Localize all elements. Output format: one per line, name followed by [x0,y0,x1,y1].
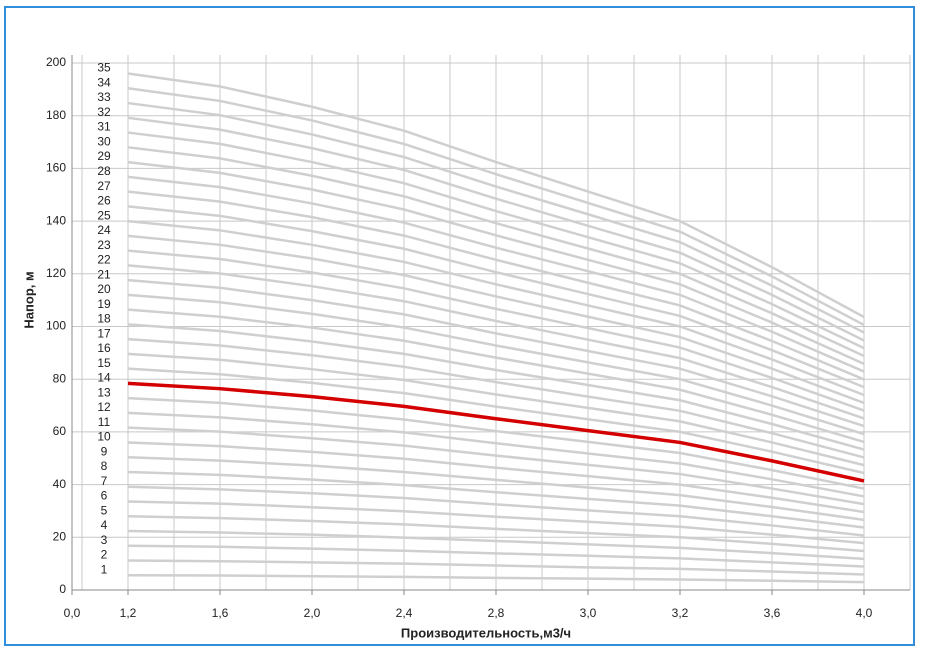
series-label: 29 [97,149,111,163]
series-label: 10 [97,430,111,444]
series-label: 23 [97,238,111,252]
y-tick-label: 40 [53,477,67,491]
series-line [127,249,865,412]
series-label: 2 [101,548,108,562]
series-label: 25 [97,208,111,222]
x-axis-title: Производительность,м3/ч [401,625,571,640]
series-label: 17 [97,326,111,340]
series-label: 35 [97,61,111,75]
series-label: 34 [97,75,111,89]
series-label: 1 [101,562,108,576]
y-tick-label: 200 [46,55,66,69]
x-tick-label: 4,0 [856,606,873,620]
y-tick-label: 160 [46,161,66,175]
series-line [127,131,865,350]
x-tick-label: 0,0 [64,606,81,620]
series-line [127,337,865,459]
series-line [127,500,865,545]
series-label: 18 [97,312,111,326]
series-line [127,101,865,334]
series-label: 3 [101,533,108,547]
x-tick-label: 2,8 [488,606,505,620]
x-tick-label: 3,2 [672,606,689,620]
series-label: 11 [98,415,111,429]
series-line [127,323,865,451]
series-line [127,559,865,576]
series-label: 20 [97,282,111,296]
series-line [127,470,865,529]
series-line [127,278,865,428]
series-line [127,87,865,327]
series-line [127,529,865,561]
series-line [127,308,865,444]
series-line [127,544,865,568]
series-label: 12 [97,400,111,414]
series-line [127,426,865,506]
series-label: 22 [97,253,111,267]
series-line [127,175,865,373]
series-label: 27 [97,179,111,193]
series-line [127,514,865,553]
series-label: 26 [97,194,111,208]
series-label: 30 [97,134,111,148]
y-tick-label: 20 [53,529,67,543]
series-label: 24 [97,223,111,237]
series-label: 14 [97,371,111,385]
series-label: 19 [97,297,111,311]
x-tick-label: 3,6 [764,606,781,620]
series-label: 32 [97,105,111,119]
x-tick-label: 1,2 [120,606,137,620]
series-line [127,234,865,405]
series-label: 28 [97,164,111,178]
series-line [127,160,865,366]
series-line [127,455,865,522]
series-line [127,146,865,358]
series-line [127,485,865,537]
series-line [127,264,865,420]
series-label: 5 [101,503,108,517]
series-line [127,381,865,483]
series-label: 21 [97,267,111,281]
series-line [127,293,865,436]
series-line [127,352,865,467]
series-label: 15 [97,356,111,370]
series-line [127,205,865,389]
series-label: 4 [101,518,108,532]
series-line [127,72,865,319]
series-line [127,411,865,498]
x-tick-label: 1,6 [212,606,229,620]
y-axis-title: Напор, м [21,271,36,328]
y-tick-label: 140 [46,213,66,227]
series-label: 8 [101,459,108,473]
series-line [127,573,865,584]
y-tick-label: 120 [46,266,66,280]
series-line [127,367,865,475]
series-line [127,190,865,381]
series-label: 7 [101,474,108,488]
series-line [127,116,865,342]
frame [4,6,915,646]
y-tick-label: 100 [46,319,66,333]
y-tick-label: 80 [53,371,67,385]
series-label: 6 [101,489,108,503]
series-line [127,396,865,490]
y-tick-label: 180 [46,108,66,122]
x-tick-label: 2,0 [304,606,321,620]
series-label: 16 [97,341,111,355]
series-line [127,441,865,514]
y-tick-label: 60 [53,424,67,438]
series-label: 33 [97,90,111,104]
series-label: 31 [97,120,111,134]
series-line [127,219,865,397]
x-tick-label: 3,0 [580,606,597,620]
y-tick-label: 0 [59,582,66,596]
series-label: 9 [101,444,108,458]
series-label: 13 [97,385,111,399]
x-tick-label: 2,4 [396,606,413,620]
